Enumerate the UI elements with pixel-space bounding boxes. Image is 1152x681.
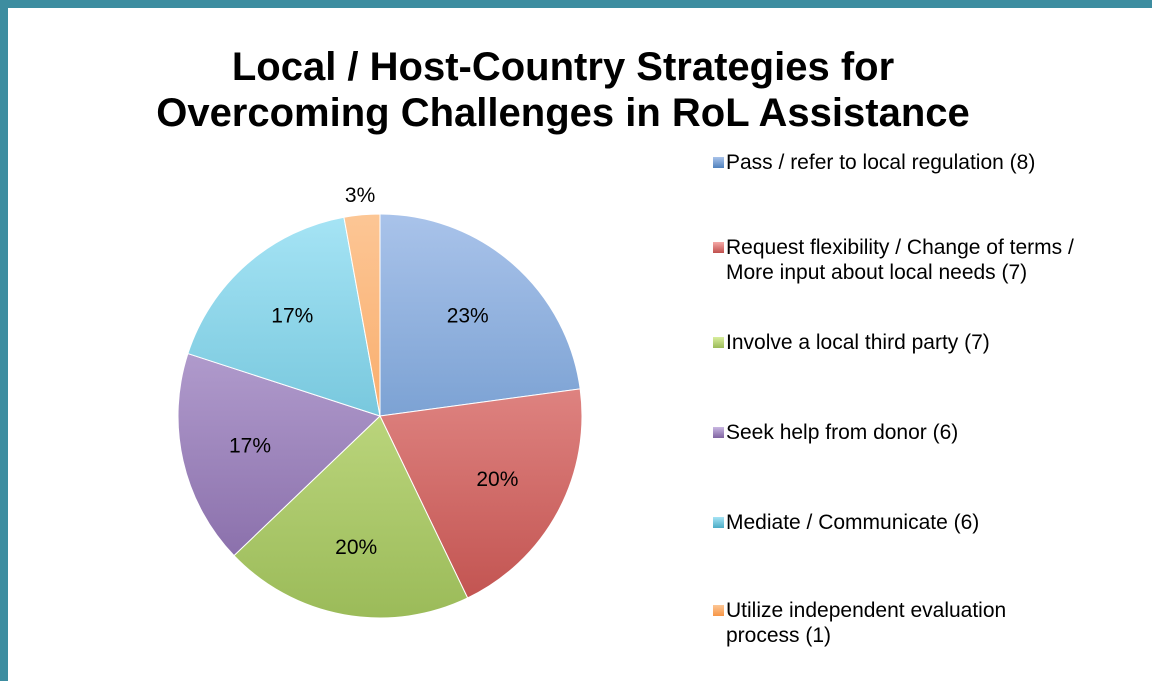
- chart-title: Local / Host-Country Strategies for Over…: [8, 44, 1118, 136]
- legend-label-5: Mediate / Communicate (6): [726, 511, 980, 534]
- legend-swatch-3: [713, 337, 724, 348]
- legend-label-3: Involve a local third party (7): [726, 331, 990, 354]
- legend-label-2: Request flexibility / Change of terms / …: [726, 236, 1074, 284]
- legend-item-third-party: Involve a local third party (7): [713, 330, 1133, 355]
- legend-label-6: Utilize independent evaluation process (…: [726, 599, 1007, 647]
- legend-swatch-5: [713, 517, 724, 528]
- legend-item-pass-refer: Pass / refer to local regulation (8): [713, 150, 1133, 175]
- pie-slice-third-party: [233, 415, 469, 619]
- pie-slice-mediate: [187, 216, 381, 417]
- pie-slice-seek-help: [177, 352, 381, 557]
- legend-item-mediate: Mediate / Communicate (6): [713, 510, 1133, 535]
- legend-item-seek-help: Seek help from donor (6): [713, 420, 1133, 445]
- legend-item-request-flexibility: Request flexibility / Change of terms / …: [713, 235, 1083, 285]
- data-label-mediate: 17%: [271, 305, 313, 328]
- legend-swatch-2: [713, 242, 724, 253]
- data-label-third-party: 20%: [335, 536, 377, 559]
- data-label-seek-help: 17%: [229, 435, 271, 458]
- legend-swatch-6: [713, 605, 724, 616]
- legend-label-1: Pass / refer to local regulation (8): [726, 151, 1036, 174]
- pie-slice-independent-evaluation: [343, 213, 381, 417]
- chart-title-line-1: Local / Host-Country Strategies for: [231, 45, 895, 89]
- data-label-pass-refer: 23%: [447, 305, 489, 328]
- pie-slice-request-flexibility: [379, 388, 583, 599]
- data-label-independent-evaluation: 3%: [345, 184, 375, 207]
- legend-swatch-1: [713, 157, 724, 168]
- chart-title-line-2: Overcoming Challenges in RoL Assistance: [156, 91, 970, 135]
- pie-slice-pass-refer: [379, 213, 581, 417]
- legend-swatch-4: [713, 427, 724, 438]
- legend-label-4: Seek help from donor (6): [726, 421, 959, 444]
- legend-item-independent-evaluation: Utilize independent evaluation process (…: [713, 598, 1073, 648]
- data-label-request-flexibility: 20%: [476, 468, 518, 491]
